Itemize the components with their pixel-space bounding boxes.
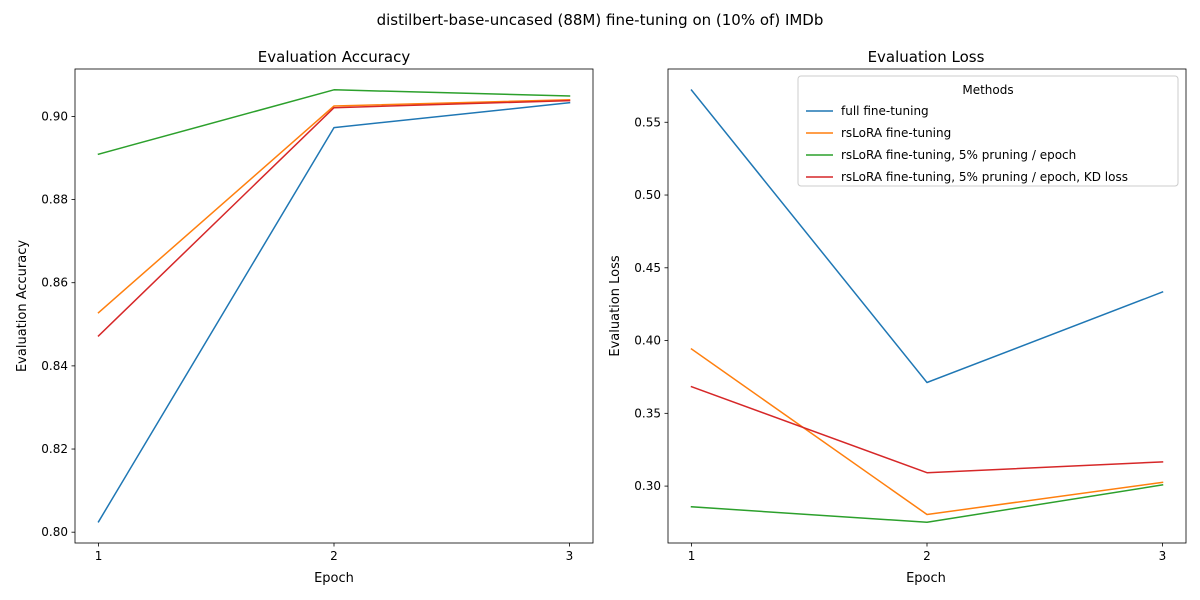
accuracy-xtick-label: 1 <box>95 549 103 563</box>
loss-series-line-4 <box>690 385 1164 474</box>
loss-series-line-1 <box>690 89 1164 384</box>
legend-label: rsLoRA fine-tuning, 5% pruning / epoch <box>841 148 1076 162</box>
accuracy-ylabel: Evaluation Accuracy <box>15 240 30 372</box>
legend-title: Methods <box>962 83 1013 97</box>
accuracy-series-line-2 <box>97 99 571 314</box>
accuracy-ytick-label: 0.80 <box>41 525 68 539</box>
accuracy-ytick-label: 0.84 <box>41 359 68 373</box>
loss-panel: Evaluation Loss Epoch Evaluation Loss 1 2… <box>608 48 1187 586</box>
loss-ytick-label: 0.35 <box>634 406 661 420</box>
accuracy-ytick-label: 0.86 <box>41 276 68 290</box>
accuracy-xlabel: Epoch <box>314 571 354 586</box>
accuracy-series-line-3 <box>97 89 571 156</box>
loss-ytick-label: 0.50 <box>634 188 661 202</box>
figure-suptitle: distilbert-base-uncased (88M) fine-tunin… <box>377 11 824 29</box>
accuracy-panel: Evaluation Accuracy Epoch Evaluation Acc… <box>15 48 594 586</box>
loss-xlabel: Epoch <box>906 571 946 586</box>
loss-ytick-label: 0.55 <box>634 115 661 129</box>
accuracy-ytick-label: 0.88 <box>41 193 68 207</box>
legend-label: full fine-tuning <box>841 104 929 118</box>
loss-xtick-label: 2 <box>923 549 931 563</box>
accuracy-series-line-4 <box>97 99 571 337</box>
accuracy-ytick-label: 0.90 <box>41 109 68 123</box>
loss-ytick-label: 0.45 <box>634 261 661 275</box>
legend-box <box>797 75 1179 187</box>
legend: Methods full fine-tuning rsLoRA fine-tunin… <box>797 75 1179 187</box>
loss-xtick-label: 1 <box>688 549 696 563</box>
loss-ytick-label: 0.30 <box>634 479 661 493</box>
legend-label: rsLoRA fine-tuning <box>841 126 951 140</box>
accuracy-title: Evaluation Accuracy <box>258 48 411 66</box>
loss-ytick-label: 0.40 <box>634 334 661 348</box>
accuracy-xtick-label: 3 <box>566 549 574 563</box>
legend-label: rsLoRA fine-tuning, 5% pruning / epoch, … <box>841 170 1128 184</box>
loss-ylabel: Evaluation Loss <box>608 255 623 356</box>
loss-series-line-3 <box>690 484 1164 524</box>
loss-series-line-2 <box>690 347 1164 516</box>
accuracy-ytick-label: 0.82 <box>41 442 68 456</box>
accuracy-xtick-label: 2 <box>330 549 338 563</box>
loss-xtick-label: 3 <box>1159 549 1167 563</box>
loss-title: Evaluation Loss <box>868 48 985 66</box>
accuracy-series-line-1 <box>97 101 571 523</box>
